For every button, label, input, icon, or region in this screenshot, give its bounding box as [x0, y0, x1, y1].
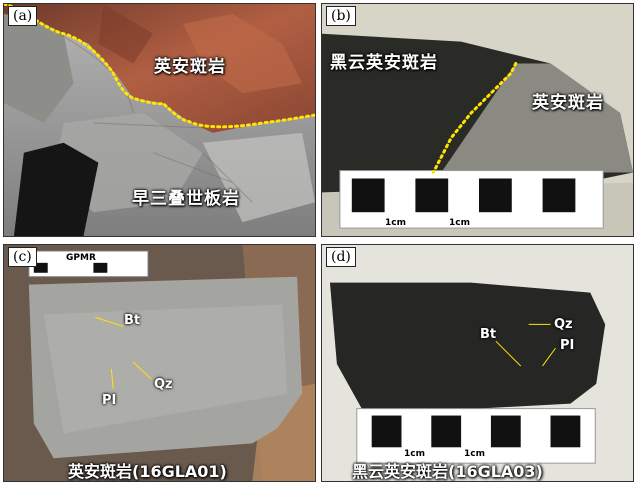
panel-b-scale-unit: 1cm — [385, 218, 406, 228]
panel-d: (d) Bt Qz PI 1cm 1cm 黑云英安斑岩(16GLA03) — [321, 244, 634, 482]
panel-c: (c) GPMR Bt PI Qz 英安斑岩(16GLA01) — [3, 244, 316, 482]
panel-d-scale-unit-2: 1cm — [464, 449, 485, 459]
panel-b-photo — [322, 4, 633, 236]
panel-a: (a) 英安斑岩 早三叠世板岩 — [3, 3, 316, 237]
panel-b-scale-unit-2: 1cm — [449, 218, 470, 228]
panel-c-caption: 英安斑岩(16GLA01) — [68, 462, 227, 481]
panel-d-mineral-pl: PI — [560, 338, 575, 353]
panel-d-photo — [322, 245, 633, 481]
panel-b-label-dacite-porphyry: 英安斑岩 — [532, 93, 604, 113]
panel-a-label-slate: 早三叠世板岩 — [132, 189, 240, 209]
panel-b-letter: (b) — [326, 6, 356, 26]
panel-a-letter: (a) — [8, 6, 38, 26]
panel-c-scale-text: GPMR — [66, 253, 96, 263]
panel-d-mineral-bt: Bt — [480, 327, 497, 342]
panel-d-letter: (d) — [326, 247, 356, 267]
panel-b: (b) 黑云英安斑岩 英安斑岩 1cm 1cm — [321, 3, 634, 237]
panel-c-photo — [4, 245, 315, 481]
panel-d-caption: 黑云英安斑岩(16GLA03) — [352, 462, 543, 481]
panel-c-mineral-qz: Qz — [154, 377, 173, 392]
panel-c-mineral-bt: Bt — [124, 313, 141, 328]
panel-a-label-dacite-porphyry: 英安斑岩 — [154, 57, 226, 77]
panel-c-letter: (c) — [8, 247, 37, 267]
panel-c-mineral-pl: PI — [102, 393, 117, 408]
panel-a-photo — [4, 4, 315, 236]
panel-b-label-biotite-dacite-porphyry: 黑云英安斑岩 — [330, 53, 438, 73]
panel-d-scale-unit: 1cm — [404, 449, 425, 459]
panel-d-mineral-qz: Qz — [554, 317, 573, 332]
